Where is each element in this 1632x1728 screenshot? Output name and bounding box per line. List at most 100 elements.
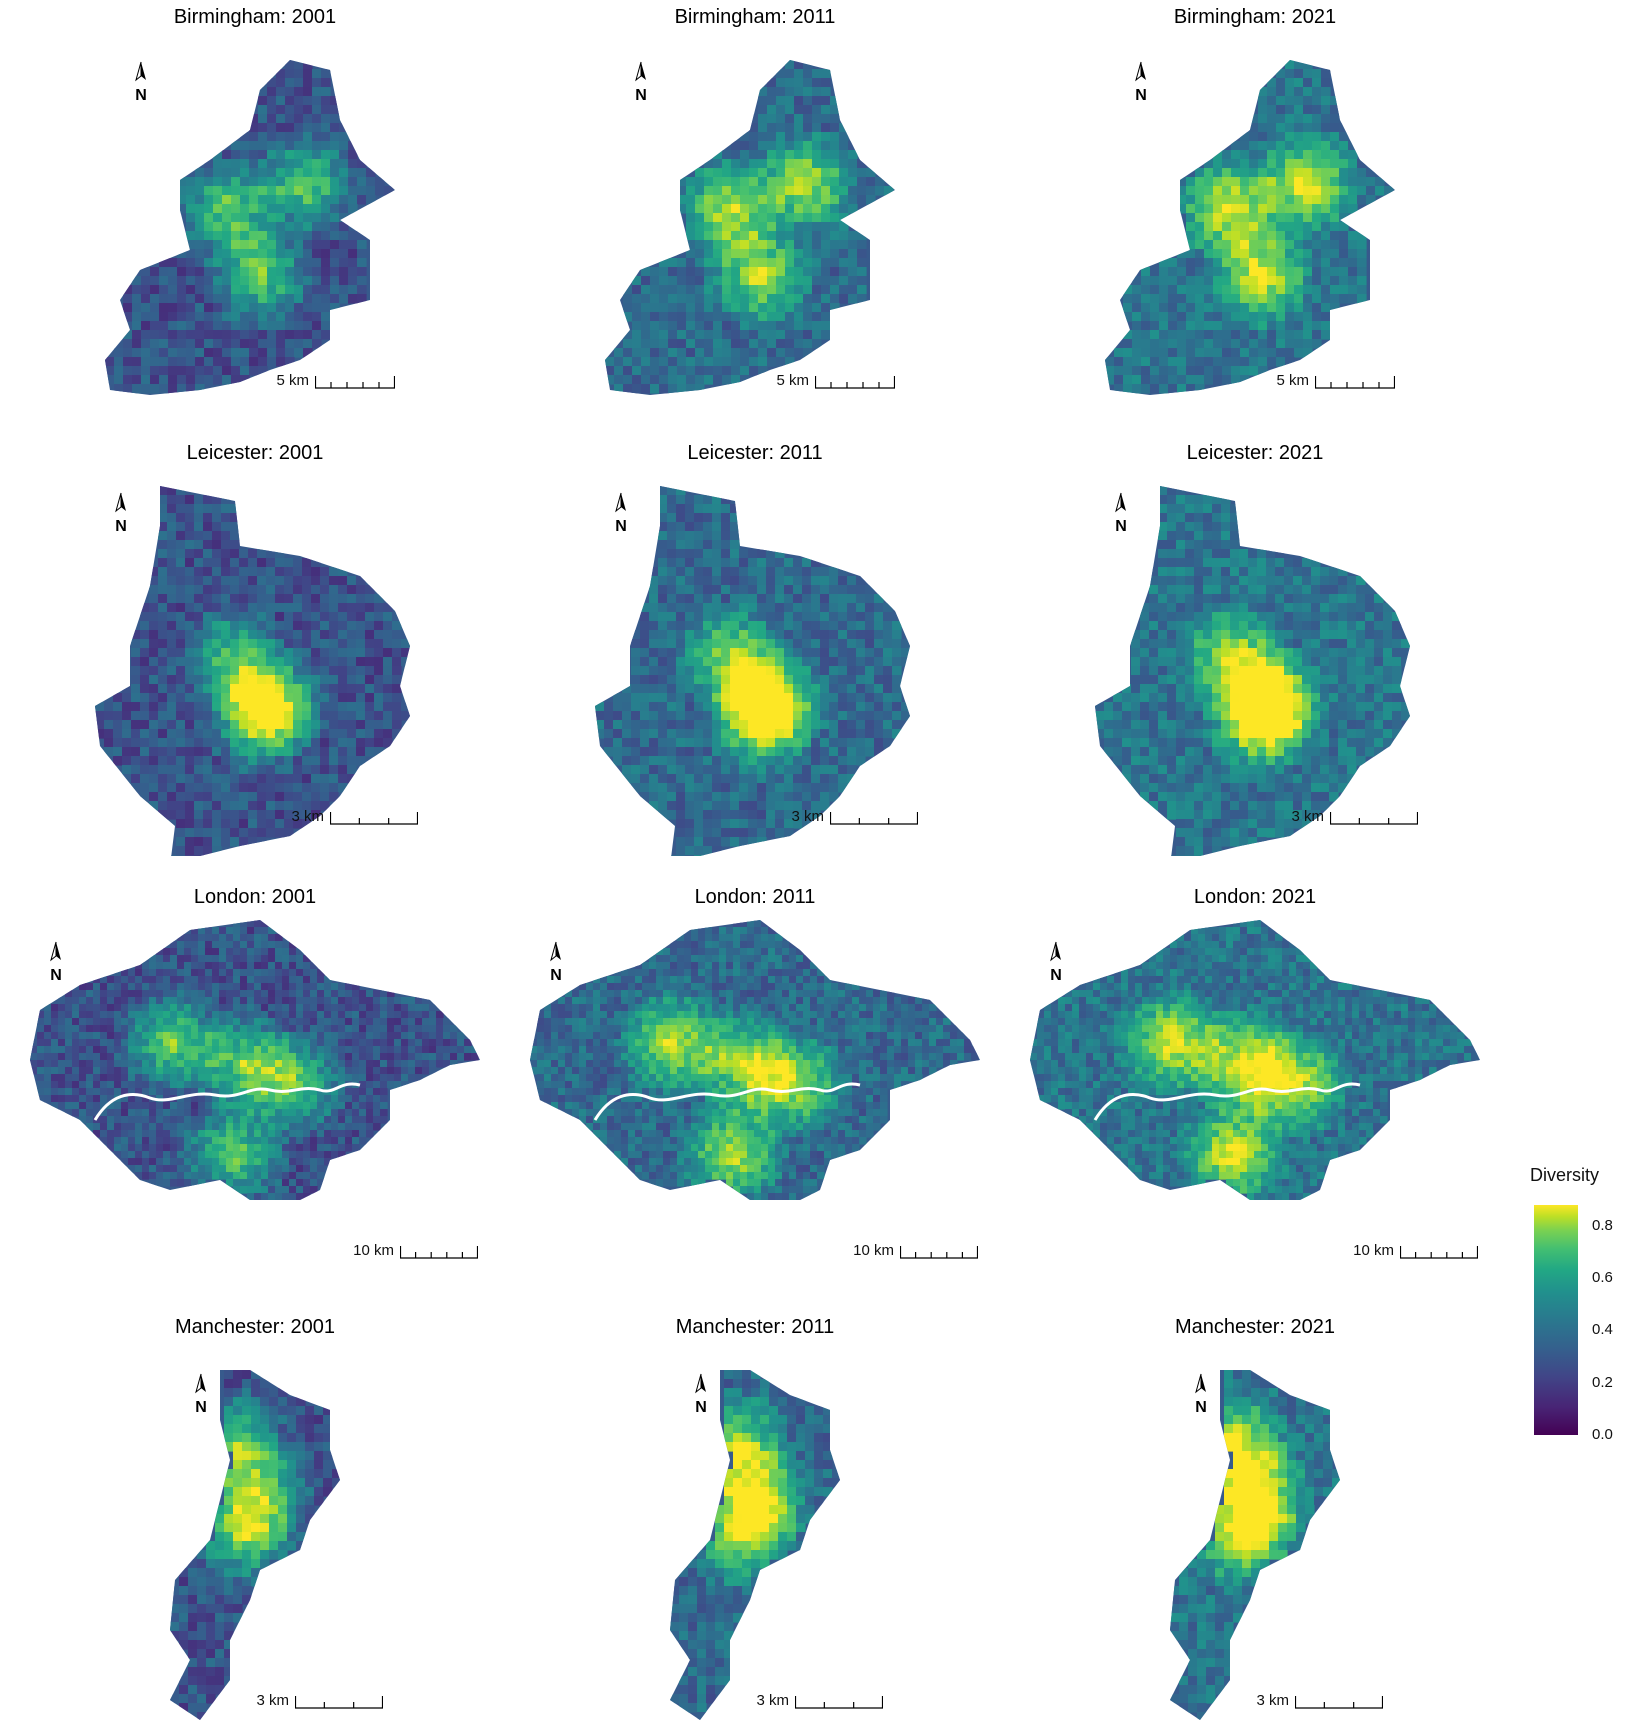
panel-title: Birmingham: 2011	[674, 6, 836, 28]
river-thames	[1093, 1082, 1361, 1121]
choropleth-map	[595, 486, 910, 856]
choropleth-map	[1105, 60, 1395, 395]
scale-bar: 10 km	[853, 1242, 978, 1260]
legend-colorbar	[1534, 1205, 1578, 1435]
svg-text:N: N	[135, 87, 147, 104]
panel-title: Birmingham: 2021	[1173, 6, 1337, 28]
area-cells	[530, 920, 979, 1200]
north-arrow-icon: N	[115, 492, 127, 535]
north-arrow-icon: N	[1135, 61, 1147, 104]
panel-title: Manchester: 2001	[174, 1316, 336, 1338]
scale-label: 10 km	[1353, 1242, 1394, 1259]
north-arrow-icon: N	[1115, 492, 1127, 535]
scale-label: 5 km	[276, 372, 309, 389]
choropleth-map	[1030, 920, 1480, 1200]
map-panel-birmingham-2021: Birmingham: 2021 N 5 km	[1000, 6, 1510, 410]
panel-title: London: 2001	[193, 886, 317, 908]
scale-bar: 3 km	[256, 1692, 383, 1710]
panel-title: Manchester: 2011	[675, 1316, 835, 1338]
legend-tick-label: 0.0	[1592, 1426, 1613, 1443]
north-arrow-icon: N	[50, 941, 62, 984]
map-panel-manchester-2011: Manchester: 2011 N 3 km	[500, 1316, 1010, 1720]
scale-bar: 5 km	[276, 372, 395, 390]
svg-text:N: N	[635, 87, 647, 104]
choropleth-map	[105, 60, 395, 395]
map-panel-birmingham-2001: Birmingham: 2001 N 5 km	[0, 6, 510, 410]
north-arrow-icon: N	[615, 492, 627, 535]
choropleth-map	[95, 486, 410, 856]
choropleth-map	[1095, 486, 1410, 856]
svg-text:N: N	[115, 518, 127, 535]
panel-title: London: 2011	[694, 886, 816, 908]
scale-label: 3 km	[291, 808, 324, 825]
panel-title: Leicester: 2021	[1186, 442, 1324, 464]
scale-bar: 5 km	[776, 372, 895, 390]
area-cells	[95, 486, 410, 856]
area-cells	[1105, 60, 1394, 394]
area-cells	[595, 486, 910, 856]
scale-bar: 3 km	[756, 1692, 883, 1710]
legend-tick-label: 0.8	[1592, 1216, 1613, 1234]
scale-bar: 3 km	[1291, 808, 1418, 826]
scale-bar: 10 km	[1353, 1242, 1478, 1260]
choropleth-map	[605, 60, 895, 395]
diversity-legend: Diversity 0.8 0.6 0.4 0.2 0.0	[1520, 1165, 1630, 1465]
north-arrow-icon: N	[1195, 1373, 1207, 1416]
scale-bar: 3 km	[1256, 1692, 1383, 1710]
map-panel-london-2021: London: 2021 N 10 km	[1000, 886, 1510, 1290]
north-arrow-icon: N	[550, 941, 562, 984]
scale-bar: 10 km	[353, 1242, 478, 1260]
scale-label: 3 km	[1291, 808, 1324, 825]
legend-tick-label: 0.4	[1592, 1321, 1613, 1339]
scale-label: 3 km	[756, 1692, 789, 1709]
scale-label: 10 km	[353, 1242, 394, 1259]
area-cells	[1095, 486, 1410, 856]
map-panel-leicester-2011: Leicester: 2011 N 3 km	[500, 442, 1010, 856]
scale-bar: 3 km	[291, 808, 418, 826]
scale-bar: 3 km	[791, 808, 918, 826]
river-thames	[93, 1082, 361, 1121]
area-cells	[170, 1370, 340, 1720]
north-arrow-icon: N	[195, 1373, 207, 1416]
map-panel-manchester-2001: Manchester: 2001 N 3 km	[0, 1316, 510, 1720]
north-arrow-icon: N	[135, 61, 147, 104]
area-cells	[1170, 1370, 1340, 1720]
choropleth-map	[530, 920, 980, 1200]
scale-label: 5 km	[1276, 372, 1309, 389]
scale-label: 5 km	[776, 372, 809, 389]
svg-text:N: N	[1115, 518, 1127, 535]
legend-tick-mark	[1578, 1330, 1584, 1332]
legend-tick-label: 0.2	[1592, 1373, 1613, 1391]
panel-title: Birmingham: 2001	[173, 6, 337, 28]
panel-title: Leicester: 2001	[186, 442, 324, 464]
area-cells	[1030, 920, 1479, 1200]
area-cells	[670, 1370, 840, 1720]
legend-tick-label: 0.6	[1592, 1269, 1613, 1287]
map-panel-london-2001: London: 2001 N 10 km	[0, 886, 510, 1290]
scale-label: 10 km	[853, 1242, 894, 1259]
legend-tick-mark	[1578, 1225, 1584, 1227]
scale-label: 3 km	[1256, 1692, 1289, 1709]
map-panel-leicester-2021: Leicester: 2021 N 3 km	[1000, 442, 1510, 856]
legend-tick-mark	[1578, 1278, 1584, 1280]
north-arrow-icon: N	[695, 1373, 707, 1416]
map-panel-manchester-2021: Manchester: 2021 N 3 km	[1000, 1316, 1510, 1720]
legend-tick-mark	[1578, 1435, 1584, 1436]
scale-label: 3 km	[256, 1692, 289, 1709]
legend-tick-mark	[1578, 1382, 1584, 1384]
choropleth-map	[30, 920, 480, 1200]
scale-label: 3 km	[791, 808, 824, 825]
map-panel-birmingham-2011: Birmingham: 2011 N 5 km	[500, 6, 1010, 410]
svg-text:N: N	[1135, 87, 1147, 104]
map-panel-leicester-2001: Leicester: 2001 N 3 km	[0, 442, 510, 856]
scale-bar: 5 km	[1276, 372, 1395, 390]
legend-title: Diversity	[1530, 1165, 1600, 1185]
north-arrow-icon: N	[635, 61, 647, 104]
choropleth-map	[1170, 1370, 1340, 1720]
svg-text:N: N	[615, 518, 627, 535]
north-arrow-icon: N	[1050, 941, 1062, 984]
river-thames	[593, 1082, 861, 1121]
panel-title: Manchester: 2021	[1174, 1316, 1336, 1338]
panel-title: Leicester: 2011	[687, 442, 823, 464]
choropleth-map	[170, 1370, 340, 1720]
